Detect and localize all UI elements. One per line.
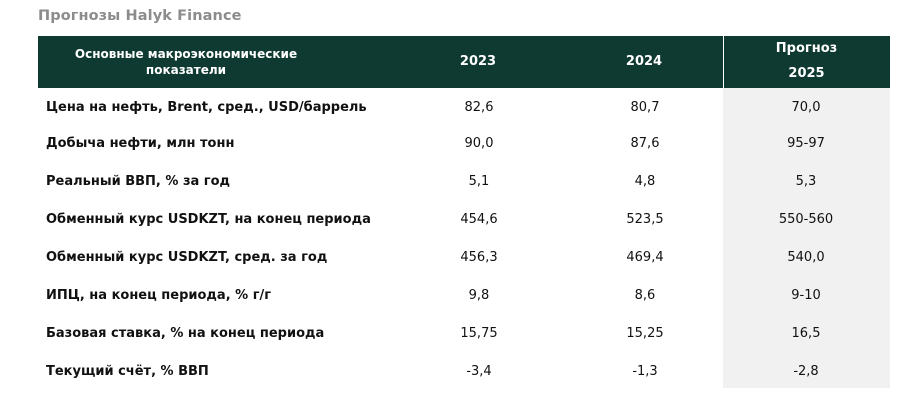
cell-2023: 456,3 bbox=[460, 250, 498, 265]
cell-2025: 95-97 bbox=[787, 136, 825, 151]
row-label: Текущий счёт, % ВВП bbox=[46, 364, 209, 379]
row-label: Цена на нефть, Brent, сред., USD/баррель bbox=[46, 100, 367, 115]
cell-2024: 87,6 bbox=[630, 136, 660, 151]
cell-2023: 90,0 bbox=[464, 136, 494, 151]
row-label: Обменный курс USDKZT, сред. за год bbox=[46, 250, 328, 265]
header-divider bbox=[723, 36, 724, 88]
cell-2025: 540,0 bbox=[787, 250, 825, 265]
cell-2024: -1,3 bbox=[632, 364, 658, 379]
table-row: Текущий счёт, % ВВП -3,4 -1,3 -2,8 bbox=[38, 354, 890, 392]
cell-2025: 70,0 bbox=[791, 100, 821, 115]
cell-2025: 9-10 bbox=[791, 288, 821, 303]
cell-2024: 15,25 bbox=[626, 326, 664, 341]
row-label: Базовая ставка, % на конец периода bbox=[46, 326, 325, 341]
cell-2025: 5,3 bbox=[795, 174, 817, 189]
table-row: ИПЦ, на конец периода, % г/г 9,8 8,6 9-1… bbox=[38, 278, 890, 316]
cell-2024: 80,7 bbox=[630, 100, 660, 115]
table-row: Цена на нефть, Brent, сред., USD/баррель… bbox=[38, 88, 890, 126]
column-header-2023: 2023 bbox=[459, 54, 497, 69]
page-title: Прогнозы Halyk Finance bbox=[38, 8, 242, 24]
table-body: Цена на нефть, Brent, сред., USD/баррель… bbox=[38, 88, 890, 392]
indicator-column-header: Основные макроэкономические показатели bbox=[38, 46, 328, 78]
row-label: Обменный курс USDKZT, на конец периода bbox=[46, 212, 371, 227]
cell-2023: 15,75 bbox=[460, 326, 498, 341]
row-label: Реальный ВВП, % за год bbox=[46, 174, 231, 189]
table-row: Реальный ВВП, % за год 5,1 4,8 5,3 bbox=[38, 164, 890, 202]
cell-2023: 454,6 bbox=[460, 212, 498, 227]
cell-2024: 8,6 bbox=[634, 288, 656, 303]
cell-2024: 469,4 bbox=[626, 250, 664, 265]
cell-2023: 9,8 bbox=[468, 288, 490, 303]
indicator-header-line2: показатели bbox=[145, 63, 227, 77]
forecast-header-line2: 2025 bbox=[788, 66, 825, 81]
cell-2025: 16,5 bbox=[791, 326, 821, 341]
cell-2024: 523,5 bbox=[626, 212, 664, 227]
cell-2025: -2,8 bbox=[793, 364, 819, 379]
row-label: Добыча нефти, млн тонн bbox=[46, 136, 235, 151]
cell-2024: 4,8 bbox=[634, 174, 656, 189]
cell-2023: -3,4 bbox=[466, 364, 492, 379]
forecast-column-header: Прогноз 2025 bbox=[723, 36, 890, 88]
forecast-header-line1: Прогноз bbox=[775, 41, 838, 56]
table-row: Добыча нефти, млн тонн 90,0 87,6 95-97 bbox=[38, 126, 890, 164]
table-row: Базовая ставка, % на конец периода 15,75… bbox=[38, 316, 890, 354]
table-row: Обменный курс USDKZT, сред. за год 456,3… bbox=[38, 240, 890, 278]
forecast-table: Основные макроэкономические показатели 2… bbox=[38, 36, 890, 392]
row-label: ИПЦ, на конец периода, % г/г bbox=[46, 288, 272, 303]
table-header: Основные макроэкономические показатели 2… bbox=[38, 36, 890, 88]
cell-2023: 5,1 bbox=[468, 174, 490, 189]
table-row: Обменный курс USDKZT, на конец периода 4… bbox=[38, 202, 890, 240]
forecast-column-shading bbox=[723, 88, 890, 388]
cell-2023: 82,6 bbox=[464, 100, 494, 115]
indicator-header-line1: Основные макроэкономические bbox=[74, 47, 298, 61]
column-header-2024: 2024 bbox=[625, 54, 663, 69]
cell-2025: 550-560 bbox=[778, 212, 834, 227]
